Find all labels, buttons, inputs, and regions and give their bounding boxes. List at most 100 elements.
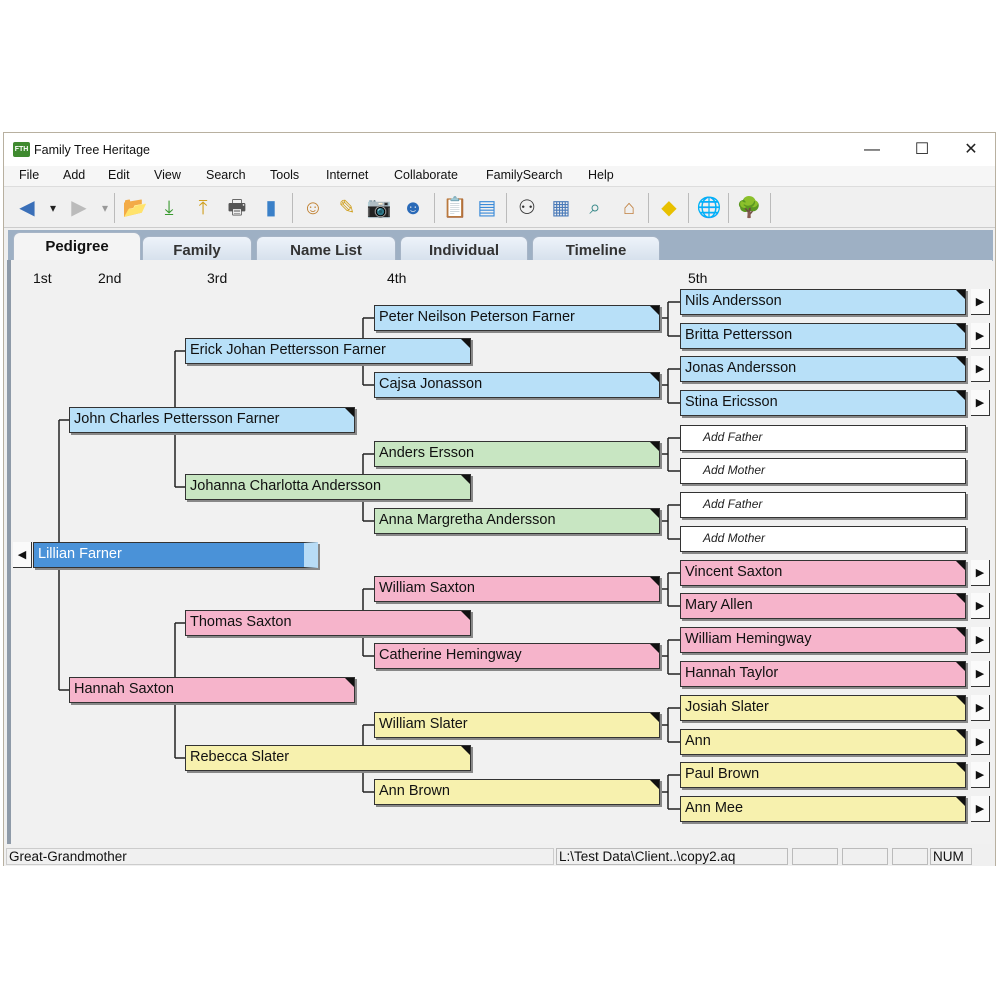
tab-timeline[interactable]: Timeline bbox=[532, 236, 660, 261]
person-box[interactable]: Hannah Taylor bbox=[680, 661, 966, 687]
person-name: Cajsa Jonasson bbox=[379, 376, 483, 392]
tab-individual[interactable]: Individual bbox=[400, 236, 528, 261]
add-mother-button[interactable]: Add Mother bbox=[680, 526, 966, 552]
person-box[interactable]: Jonas Andersson bbox=[680, 356, 966, 382]
close-button[interactable]: ✕ bbox=[964, 141, 978, 158]
menu-search[interactable]: Search bbox=[206, 168, 246, 182]
person-box[interactable]: Anna Margretha Andersson bbox=[374, 508, 660, 534]
tab-family[interactable]: Family bbox=[142, 236, 252, 261]
menu-internet[interactable]: Internet bbox=[326, 168, 369, 182]
person-box[interactable]: Nils Andersson bbox=[680, 289, 966, 315]
person-name: Nils Andersson bbox=[685, 293, 782, 309]
expand-ancestors-button[interactable]: ▶ bbox=[971, 560, 990, 586]
menu-add[interactable]: Add bbox=[63, 168, 86, 182]
expand-ancestors-button[interactable]: ▶ bbox=[971, 593, 990, 619]
globe-icon[interactable]: 🌐 bbox=[696, 197, 722, 219]
person-box[interactable]: John Charles Pettersson Farner bbox=[69, 407, 355, 433]
toolbar: ◀ ▾ ▶ ▾ 📂 ⤓ ⤒ 🖶 ▮ ☺ ✎ 📷 ☻ 📋 ▤ ⚇ ▦ ⌕ ⌂ ◆ 🌐 🌳 bbox=[4, 187, 995, 228]
has-notes-corner-icon bbox=[956, 391, 965, 400]
expand-ancestors-button[interactable]: ▶ bbox=[971, 390, 990, 416]
edit-person-icon[interactable]: ☺ bbox=[302, 197, 324, 219]
maximize-button[interactable]: ☐ bbox=[914, 141, 930, 158]
has-notes-corner-icon bbox=[956, 357, 965, 366]
person-name: Erick Johan Pettersson Farner bbox=[190, 342, 386, 358]
expand-ancestors-button[interactable]: ▶ bbox=[971, 289, 990, 315]
tab-pedigree[interactable]: Pedigree bbox=[13, 232, 141, 261]
expand-ancestors-button[interactable]: ▶ bbox=[971, 661, 990, 687]
chart-search-icon[interactable]: ⌕ bbox=[589, 197, 601, 219]
person-box[interactable]: Erick Johan Pettersson Farner bbox=[185, 338, 471, 364]
person-box[interactable]: Ann Brown bbox=[374, 779, 660, 805]
dropdown-arrow-icon[interactable]: ▾ bbox=[101, 201, 109, 215]
expand-ancestors-button[interactable]: ▶ bbox=[971, 356, 990, 382]
menu-view[interactable]: View bbox=[154, 168, 181, 182]
expand-ancestors-button[interactable]: ▶ bbox=[971, 762, 990, 788]
minimize-button[interactable]: — bbox=[864, 141, 880, 158]
expand-ancestors-button[interactable]: ▶ bbox=[971, 796, 990, 822]
back-arrow-icon[interactable]: ◀ bbox=[19, 197, 35, 219]
book-icon[interactable]: ▮ bbox=[265, 197, 277, 219]
person-box[interactable]: William Saxton bbox=[374, 576, 660, 602]
person-box[interactable]: Lillian Farner bbox=[33, 542, 318, 568]
person-box[interactable]: Johanna Charlotta Andersson bbox=[185, 474, 471, 500]
menu-edit[interactable]: Edit bbox=[108, 168, 130, 182]
person-box[interactable]: Hannah Saxton bbox=[69, 677, 355, 703]
import-icon[interactable]: ⤓ bbox=[164, 197, 174, 219]
add-mother-button[interactable]: Add Mother bbox=[680, 458, 966, 484]
person-box[interactable]: Vincent Saxton bbox=[680, 560, 966, 586]
person-box[interactable]: Ann Mee bbox=[680, 796, 966, 822]
binoculars-icon[interactable]: ⚇ bbox=[518, 197, 536, 219]
expand-ancestors-button[interactable]: ▶ bbox=[971, 323, 990, 349]
export-icon[interactable]: ⤒ bbox=[198, 197, 208, 219]
open-folder-icon[interactable]: 📂 bbox=[122, 197, 148, 219]
person-box[interactable]: Peter Neilson Peterson Farner bbox=[374, 305, 660, 331]
person-box[interactable]: Josiah Slater bbox=[680, 695, 966, 721]
dropdown-arrow-icon[interactable]: ▾ bbox=[49, 201, 57, 215]
person-box[interactable]: Thomas Saxton bbox=[185, 610, 471, 636]
person-name: Ann Brown bbox=[379, 783, 450, 799]
person-box[interactable]: Anders Ersson bbox=[374, 441, 660, 467]
menu-help[interactable]: Help bbox=[588, 168, 614, 182]
person-box[interactable]: Catherine Hemingway bbox=[374, 643, 660, 669]
notes-icon[interactable]: ✎ bbox=[338, 197, 356, 219]
has-notes-corner-icon bbox=[956, 561, 965, 570]
card-icon[interactable]: ▤ bbox=[477, 197, 497, 219]
add-father-button[interactable]: Add Father bbox=[680, 492, 966, 518]
person-box[interactable]: Mary Allen bbox=[680, 593, 966, 619]
tree-icon[interactable]: 🌳 bbox=[736, 197, 762, 219]
home-icon[interactable]: ⌂ bbox=[622, 197, 636, 219]
has-notes-corner-icon bbox=[650, 713, 659, 722]
expand-ancestors-button[interactable]: ▶ bbox=[971, 729, 990, 755]
expand-ancestors-button[interactable]: ▶ bbox=[971, 695, 990, 721]
person-record-icon[interactable]: ▦ bbox=[551, 197, 571, 219]
menu-collaborate[interactable]: Collaborate bbox=[394, 168, 458, 182]
person-box[interactable]: Rebecca Slater bbox=[185, 745, 471, 771]
merge-sign-icon[interactable]: ◆ bbox=[661, 197, 677, 219]
print-icon[interactable]: 🖶 bbox=[227, 197, 247, 219]
person-box[interactable]: William Hemingway bbox=[680, 627, 966, 653]
person-box[interactable]: Ann bbox=[680, 729, 966, 755]
expand-ancestors-button[interactable]: ▶ bbox=[971, 627, 990, 653]
generation-label: 3rd bbox=[207, 270, 228, 286]
person-box[interactable]: Britta Pettersson bbox=[680, 323, 966, 349]
menu-familysearch[interactable]: FamilySearch bbox=[486, 168, 563, 182]
menu-file[interactable]: File bbox=[19, 168, 40, 182]
person-name: Ann bbox=[685, 733, 711, 749]
has-notes-corner-icon bbox=[650, 780, 659, 789]
person-name: Rebecca Slater bbox=[190, 749, 290, 765]
clipboard-icon[interactable]: 📋 bbox=[442, 197, 468, 219]
tab-name-list[interactable]: Name List bbox=[256, 236, 396, 261]
tab-strip: Pedigree Family Name List Individual Timelin… bbox=[8, 230, 993, 261]
menu-tools[interactable]: Tools bbox=[270, 168, 300, 182]
person-name: Peter Neilson Peterson Farner bbox=[379, 309, 575, 325]
person-box[interactable]: Paul Brown bbox=[680, 762, 966, 788]
forward-arrow-icon[interactable]: ▶ bbox=[71, 197, 87, 219]
camera-icon[interactable]: 📷 bbox=[366, 197, 392, 219]
person-box[interactable]: Stina Ericsson bbox=[680, 390, 966, 416]
show-descendants-button[interactable]: ◀ bbox=[13, 542, 32, 568]
add-person-icon[interactable]: ☻ bbox=[402, 197, 424, 219]
add-father-button[interactable]: Add Father bbox=[680, 425, 966, 451]
person-box[interactable]: William Slater bbox=[374, 712, 660, 738]
person-name: Jonas Andersson bbox=[685, 360, 797, 376]
person-box[interactable]: Cajsa Jonasson bbox=[374, 372, 660, 398]
